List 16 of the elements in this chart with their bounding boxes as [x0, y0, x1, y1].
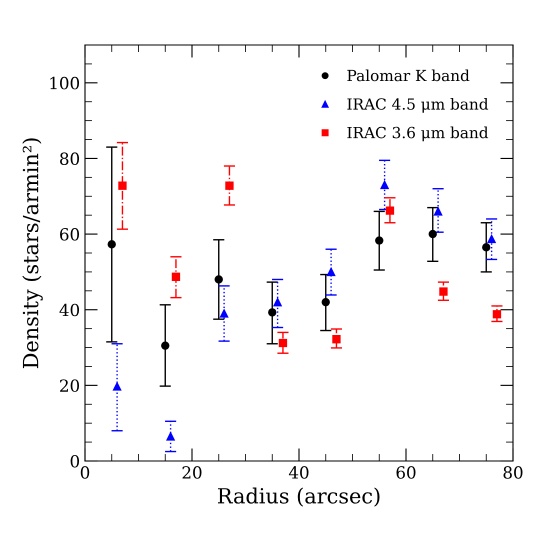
- x-tick-label: 60: [396, 466, 416, 479]
- x-tick-label: 40: [288, 466, 308, 479]
- x-tick-label: 0: [80, 466, 90, 479]
- y-tick-label: 80: [60, 152, 80, 166]
- y-axis-title: Density (stars/armin²): [22, 138, 43, 368]
- y-tick-label: 0: [70, 454, 80, 468]
- x-axis-title: Radius (arcsec): [218, 488, 380, 507]
- x-tick-label: 20: [182, 466, 202, 479]
- legend-label: IRAC 3.6 μm band: [347, 126, 488, 142]
- y-tick-label: 100: [50, 76, 80, 90]
- y-tick-label: 20: [60, 379, 80, 392]
- legend-label: IRAC 4.5 μm band: [347, 98, 488, 113]
- y-tick-label: 60: [60, 228, 80, 241]
- x-tick-label: 80: [504, 466, 522, 479]
- y-tick-label: 40: [59, 304, 80, 316]
- legend-label: Palomar K band: [347, 69, 470, 82]
